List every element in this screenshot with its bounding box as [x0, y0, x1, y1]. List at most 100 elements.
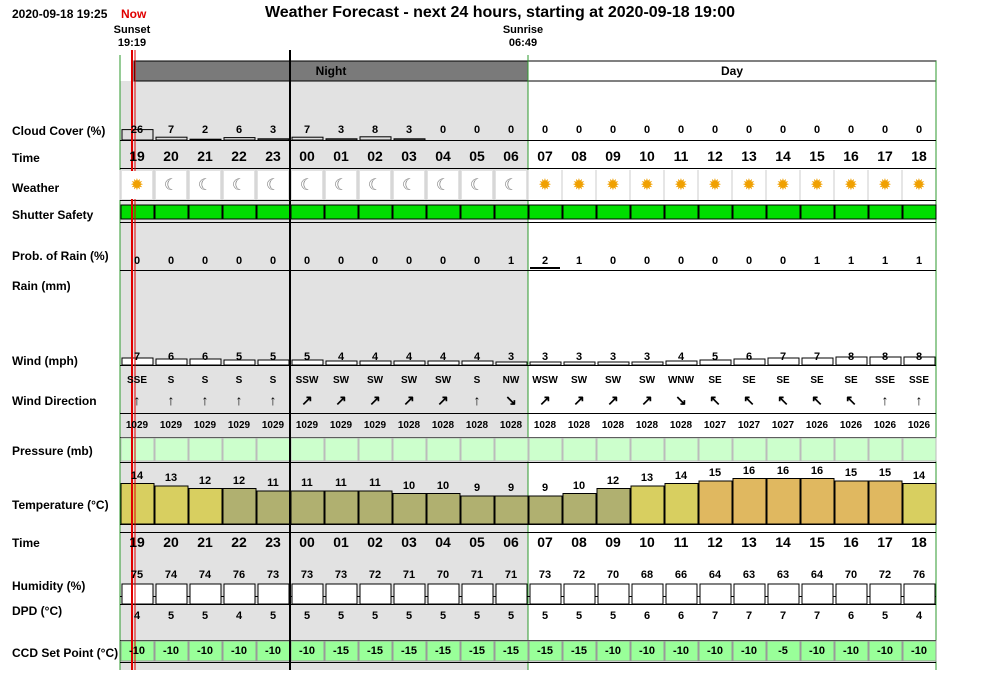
shutter-safety-cell — [222, 204, 257, 220]
prob-rain-value: 0 — [303, 255, 311, 267]
hour-label-bottom: 06 — [503, 534, 519, 550]
shutter-safety-cell — [834, 204, 869, 220]
humidity-box — [767, 583, 800, 605]
hour-label-bottom: 14 — [775, 534, 791, 550]
dpd-value: 5 — [337, 610, 345, 622]
shutter-safety-cell — [324, 204, 359, 220]
hour-label: 23 — [265, 148, 281, 164]
wind-arrow-icon: ↗ — [641, 392, 653, 408]
dpd-value: 5 — [541, 610, 549, 622]
humidity-box — [359, 583, 392, 605]
hour-label-bottom: 15 — [809, 534, 825, 550]
wind-speed-value: 3 — [609, 351, 617, 363]
row-label-pressure: Pressure (mb) — [12, 444, 93, 458]
temperature-value: 12 — [606, 474, 620, 487]
ccd-set-point-value: -15 — [571, 645, 587, 657]
temperature-bar — [664, 483, 699, 525]
wind-arrow-icon: ↘ — [675, 392, 687, 408]
temperature-bar — [766, 478, 801, 525]
humidity-value: 63 — [776, 569, 790, 581]
wind-speed-value: 4 — [405, 351, 413, 363]
current-timestamp: 2020-09-18 19:25 — [12, 7, 108, 21]
ccd-cell — [154, 640, 189, 662]
temperature-bar — [834, 480, 869, 525]
shutter-safety-cell — [426, 204, 461, 220]
humidity-box — [121, 583, 154, 605]
now-label: Now — [121, 7, 147, 21]
temperature-bar — [426, 493, 461, 525]
ccd-set-point-value: -10 — [707, 645, 723, 657]
hour-label-bottom: 23 — [265, 534, 281, 550]
pressure-cell — [188, 437, 223, 462]
temperature-bar — [358, 490, 393, 525]
wind-bar — [733, 358, 766, 366]
humidity-box — [393, 583, 426, 605]
shutter-safety-cell — [154, 204, 189, 220]
temperature-bar — [596, 488, 631, 525]
row-label-humidity: Humidity (%) — [12, 579, 86, 593]
temperature-bar — [188, 488, 223, 525]
wind-speed-value: 3 — [507, 351, 515, 363]
humidity-box — [189, 583, 222, 605]
wind-direction-value: SE — [810, 375, 824, 386]
hour-label-bottom: 00 — [299, 534, 315, 550]
cloud-cover-value: 2 — [201, 124, 209, 136]
sunset-label: Sunset — [113, 24, 151, 36]
temperature-value: 10 — [436, 479, 450, 492]
wind-direction-value: WSW — [532, 375, 558, 386]
ccd-set-point-value: -10 — [163, 645, 179, 657]
humidity-box — [155, 583, 188, 605]
ccd-cell — [188, 640, 223, 662]
wind-arrow-icon: ↑ — [235, 392, 243, 408]
ccd-cell — [426, 640, 461, 662]
wind-direction-value: SSE — [908, 375, 929, 386]
cloud-cover-value: 3 — [405, 124, 413, 136]
moon-icon: ☾ — [190, 171, 220, 199]
sun-icon: ✹ — [904, 171, 934, 199]
wind-speed-value: 8 — [915, 351, 923, 363]
cloud-cover-value: 26 — [130, 124, 144, 136]
wind-speed-value: 5 — [235, 351, 243, 363]
moon-icon: ☾ — [292, 171, 322, 199]
wind-bar — [631, 361, 664, 366]
temperature-value: 14 — [674, 469, 688, 482]
hour-label-bottom: 09 — [605, 534, 621, 550]
sun-icon: ✹ — [700, 171, 730, 199]
temperature-bar — [324, 490, 359, 525]
wind-bar — [189, 358, 222, 366]
sunrise-time: 06:49 — [508, 37, 538, 49]
hour-label: 18 — [911, 148, 927, 164]
hour-label: 13 — [741, 148, 757, 164]
hour-label-bottom: 18 — [911, 534, 927, 550]
temperature-value: 11 — [369, 477, 381, 489]
hour-label-bottom: 05 — [469, 534, 485, 550]
pressure-cell — [324, 437, 359, 462]
wind-bar — [835, 356, 868, 366]
wind-bar — [869, 356, 902, 366]
cloud-cover-value: 0 — [881, 124, 889, 136]
ccd-cell — [494, 640, 529, 662]
wind-arrow-icon: ↖ — [709, 392, 721, 408]
humidity-box — [631, 583, 664, 605]
cloud-cover-value: 0 — [677, 124, 685, 136]
wind-direction-value: SW — [434, 375, 452, 386]
cloud-cover-value: 0 — [813, 124, 821, 136]
temperature-bar — [120, 483, 155, 525]
cloud-cover-value: 3 — [269, 124, 277, 136]
ccd-set-point-value: -15 — [469, 645, 485, 657]
pressure-value: 1028 — [567, 420, 591, 431]
ccd-cell — [630, 640, 665, 662]
wind-bar — [121, 357, 154, 366]
shutter-safety-cell — [358, 204, 393, 220]
humidity-box — [699, 583, 732, 605]
wind-bar — [767, 357, 800, 366]
pressure-cell — [698, 437, 733, 462]
row-label-prob-rain: Prob. of Rain (%) — [12, 249, 109, 263]
wind-arrow-icon: ↗ — [573, 392, 585, 408]
wind-direction-value: SE — [844, 375, 858, 386]
row-label-weather: Weather — [12, 181, 60, 195]
day-header-label: Day — [720, 64, 743, 78]
wind-bar — [291, 359, 324, 366]
